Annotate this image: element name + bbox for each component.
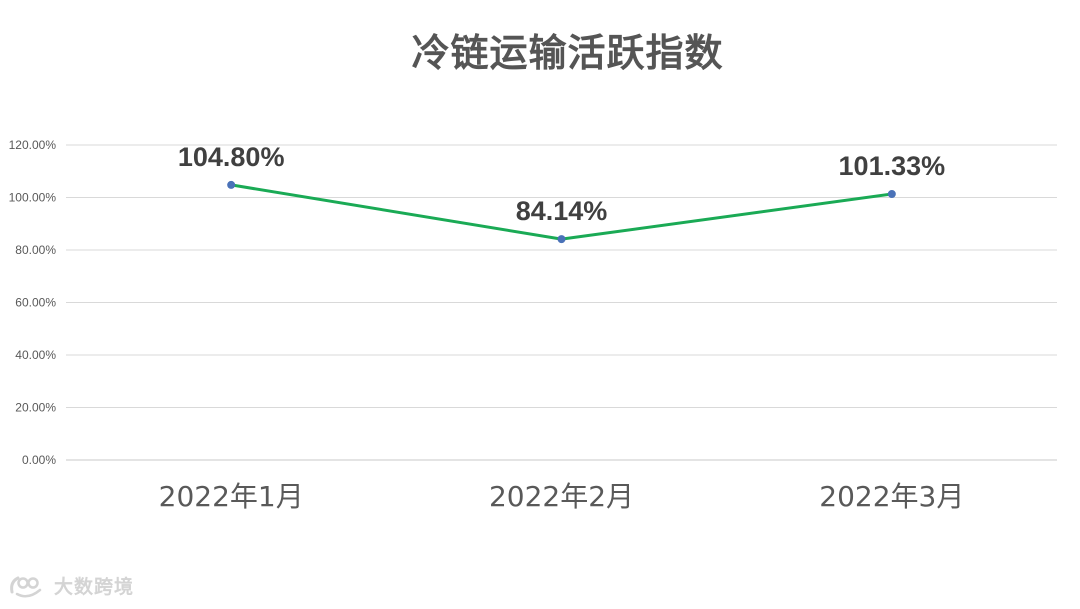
data-point-marker (227, 180, 236, 189)
y-tick-label: 80.00% (15, 243, 56, 257)
y-tick-label: 60.00% (15, 296, 56, 310)
x-tick-label: 2022年1月 (159, 480, 304, 513)
y-tick-label: 120.00% (9, 138, 57, 152)
y-tick-label: 40.00% (15, 348, 56, 362)
data-label: 101.33% (839, 151, 946, 181)
y-tick-label: 100.00% (9, 191, 57, 205)
y-axis-tick-labels: 0.00% 20.00% 40.00% 60.00% 80.00% 100.00% 120.… (9, 138, 57, 467)
data-point-marker (557, 235, 566, 244)
brand-logo-icon (10, 576, 42, 597)
watermark-text: 大数跨境 (54, 576, 135, 598)
gridlines (66, 144, 1057, 461)
x-tick-label: 2022年3月 (819, 480, 964, 513)
x-tick-label: 2022年2月 (489, 480, 634, 513)
watermark: 大数跨境 (8, 572, 134, 599)
x-axis-tick-labels: 2022年1月 2022年2月 2022年3月 (159, 480, 965, 513)
data-label: 104.80% (178, 142, 285, 172)
y-tick-label: 20.00% (15, 401, 56, 415)
data-point-marker (887, 190, 896, 199)
data-labels: 104.80% 84.14% 101.33% (178, 142, 945, 226)
y-tick-label: 0.00% (22, 453, 56, 467)
data-label: 84.14% (516, 196, 608, 226)
data-markers (227, 180, 896, 244)
chart-title: 冷链运输活跃指数 (411, 31, 724, 75)
